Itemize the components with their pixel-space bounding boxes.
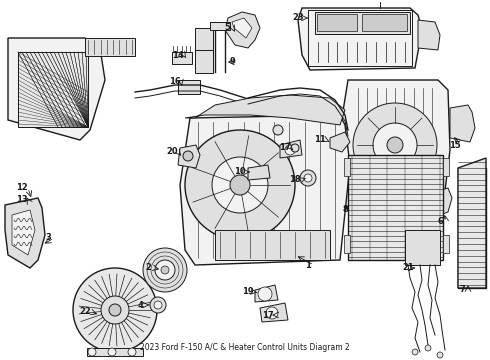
Polygon shape (8, 38, 105, 140)
Text: 22: 22 (79, 307, 91, 316)
Bar (85, 38, 135, 56)
Text: 17: 17 (279, 144, 291, 153)
Text: 5: 5 (224, 23, 230, 32)
Text: 21: 21 (402, 264, 414, 273)
Circle shape (143, 248, 187, 292)
Polygon shape (458, 158, 486, 288)
Text: 2023 Ford F-150 A/C & Heater Control Units Diagram 2: 2023 Ford F-150 A/C & Heater Control Uni… (140, 343, 350, 352)
Text: 23: 23 (292, 13, 304, 22)
Circle shape (258, 287, 272, 301)
Text: 8: 8 (342, 206, 348, 215)
Polygon shape (185, 95, 345, 125)
Circle shape (185, 130, 295, 240)
Bar (215, 230, 330, 260)
Circle shape (285, 145, 295, 155)
Circle shape (150, 297, 166, 313)
Circle shape (108, 348, 116, 356)
Polygon shape (248, 165, 270, 180)
Text: 7: 7 (459, 285, 465, 294)
Polygon shape (5, 198, 45, 268)
Text: 18: 18 (289, 175, 301, 184)
Circle shape (300, 170, 316, 186)
Text: 14: 14 (172, 50, 184, 59)
Circle shape (73, 268, 157, 352)
Bar (195, 28, 213, 73)
Bar (352, 178, 437, 213)
Text: 2: 2 (145, 264, 151, 273)
Text: 3: 3 (45, 234, 51, 243)
Text: 20: 20 (166, 148, 178, 157)
Polygon shape (418, 20, 440, 50)
Circle shape (266, 307, 278, 319)
Circle shape (230, 175, 250, 195)
Circle shape (101, 296, 129, 324)
Text: 15: 15 (449, 140, 461, 149)
Circle shape (353, 103, 437, 187)
Circle shape (88, 348, 96, 356)
Circle shape (425, 345, 431, 351)
Bar (344, 235, 350, 253)
Bar (18, 52, 88, 127)
Text: 16: 16 (169, 77, 181, 86)
Bar (344, 158, 350, 176)
Circle shape (109, 304, 121, 316)
Bar (308, 10, 412, 66)
Bar (458, 168, 486, 288)
Polygon shape (428, 188, 452, 218)
Bar (443, 235, 449, 253)
Text: 6: 6 (437, 217, 443, 226)
Polygon shape (232, 18, 252, 38)
Polygon shape (450, 105, 475, 142)
Bar (315, 12, 410, 34)
Circle shape (291, 144, 299, 152)
Text: 19: 19 (242, 288, 254, 297)
Text: 10: 10 (234, 167, 246, 176)
Text: 1: 1 (305, 261, 311, 270)
Circle shape (387, 137, 403, 153)
Polygon shape (280, 140, 302, 158)
Bar (443, 158, 449, 176)
Text: 12: 12 (16, 184, 28, 193)
Text: 11: 11 (314, 135, 326, 144)
Circle shape (412, 349, 418, 355)
Polygon shape (340, 80, 450, 218)
Circle shape (373, 123, 417, 167)
Circle shape (161, 266, 169, 274)
Circle shape (212, 157, 268, 213)
Polygon shape (260, 303, 288, 322)
Polygon shape (298, 8, 422, 70)
Circle shape (437, 352, 443, 358)
Circle shape (273, 125, 283, 135)
Circle shape (154, 301, 162, 309)
Bar (317, 14, 357, 31)
Bar (348, 155, 443, 260)
Polygon shape (225, 12, 260, 48)
Circle shape (128, 348, 136, 356)
Polygon shape (178, 145, 200, 168)
Bar (178, 80, 200, 94)
Text: 13: 13 (16, 195, 28, 204)
Polygon shape (330, 132, 350, 152)
Circle shape (304, 174, 312, 182)
Bar (405, 230, 440, 265)
Text: 17: 17 (262, 310, 274, 320)
Bar (172, 52, 192, 64)
Text: 4: 4 (137, 301, 143, 310)
Circle shape (155, 260, 175, 280)
Polygon shape (12, 210, 35, 255)
Bar (87, 348, 143, 356)
Bar (210, 22, 230, 30)
Circle shape (183, 151, 193, 161)
Bar (362, 14, 407, 31)
Polygon shape (180, 115, 350, 265)
Text: 9: 9 (229, 58, 235, 67)
Polygon shape (255, 285, 278, 302)
